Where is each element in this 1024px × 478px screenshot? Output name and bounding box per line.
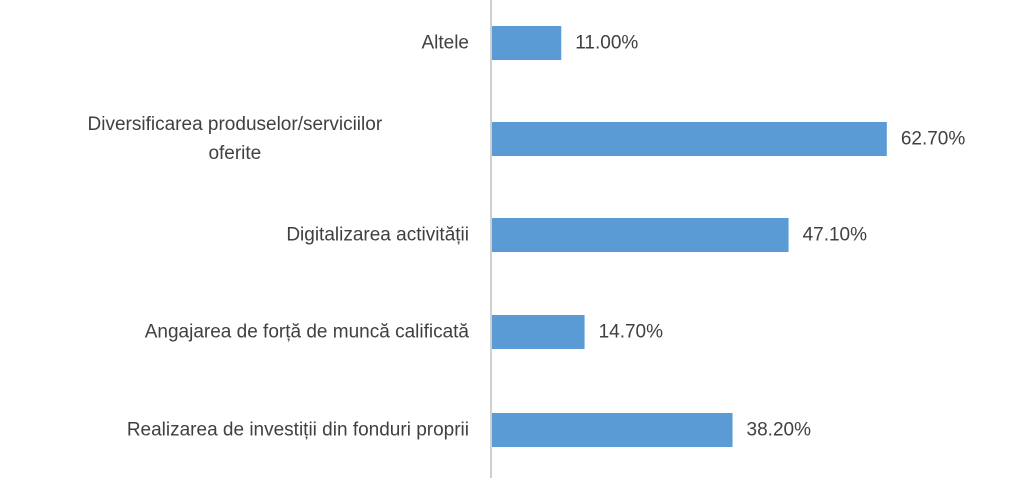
bar-4 [492,413,733,447]
category-label-4: Realizarea de investiții din fonduri pro… [127,420,469,441]
category-labels-layer: Altele Diversificarea produselor/servicii… [88,33,470,441]
category-label-4-line-0: Realizarea de investiții din fonduri pro… [127,420,469,441]
value-label-3: 14.70% [599,322,664,343]
value-labels-layer: 11.00% 62.70% 47.10% 14.70% 38.20% [575,33,965,441]
value-label-1: 62.70% [901,129,966,150]
value-label-4: 38.20% [747,420,812,441]
category-label-0-line-0: Altele [421,33,469,54]
category-label-1-line-0: Diversificarea produselor/serviciilor [88,114,383,135]
category-label-2: Digitalizarea activității [286,225,469,246]
bar-1 [492,122,887,156]
bar-2 [492,218,789,252]
category-label-3: Angajarea de forță de muncă calificată [145,322,470,343]
category-label-2-line-0: Digitalizarea activității [286,225,469,246]
bar-0 [492,26,562,60]
bar-3 [492,315,585,349]
category-label-1-line-1: oferite [208,143,261,164]
category-label-1: Diversificarea produselor/serviciilor ofe… [88,114,383,164]
value-label-2: 47.10% [803,225,868,246]
bars-layer [492,26,887,447]
category-label-0: Altele [421,33,469,54]
category-label-3-line-0: Angajarea de forță de muncă calificată [145,322,470,343]
value-label-0: 11.00% [575,33,638,54]
